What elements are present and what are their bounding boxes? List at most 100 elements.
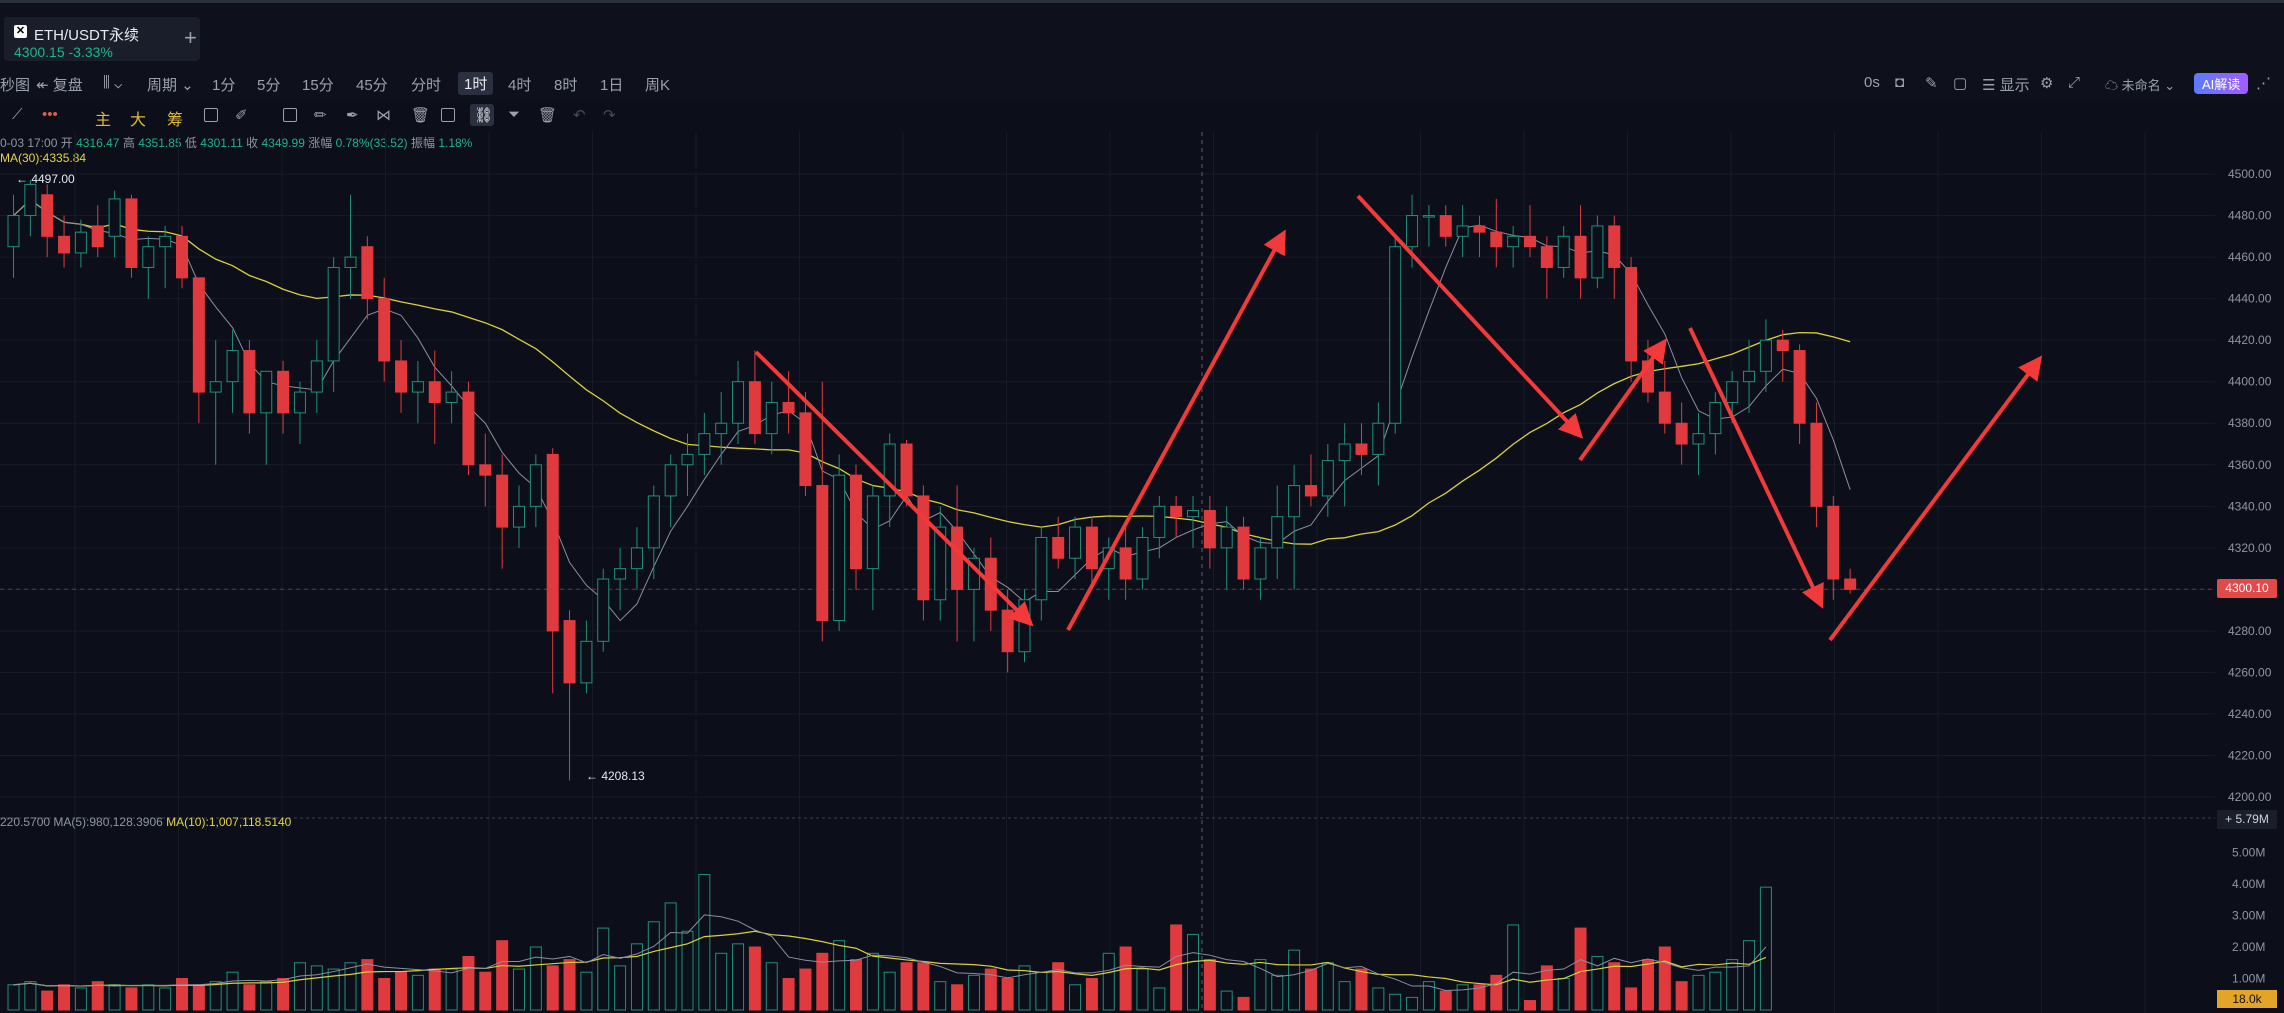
share-icon[interactable]: ⋰	[2256, 75, 2271, 92]
tab-price: 4300.15 -3.33%	[14, 44, 113, 60]
big-order-button[interactable]: 大	[130, 112, 147, 129]
ohlc-low-label: 低	[184, 136, 197, 150]
candle-body	[1018, 599, 1031, 653]
tab-price-value: 4300.15	[14, 44, 65, 60]
chart-type-icon[interactable]: ⫼ ⌄	[103, 74, 123, 91]
camera-icon[interactable]: ◘	[1895, 74, 1905, 91]
candle-body	[1507, 235, 1520, 248]
candle-body	[529, 464, 542, 507]
magnet-icon[interactable]: ⋈	[376, 107, 391, 124]
list-icon: ☰	[1982, 77, 1996, 94]
plus-icon[interactable]: +	[2225, 812, 2233, 826]
pencil-icon[interactable]: ✎	[1925, 75, 1938, 92]
ohlc-amp: 1.18%	[438, 136, 473, 150]
ai-interpret-button[interactable]: AI解读	[2194, 73, 2249, 94]
period-1h[interactable]: 1时	[458, 72, 494, 95]
chip-distribution-button[interactable]: 筹	[167, 112, 184, 129]
volume-bar	[698, 874, 711, 1011]
period-4h[interactable]: 4时	[508, 77, 532, 94]
volume-bar	[58, 984, 71, 1011]
volume-bar	[445, 968, 458, 1011]
undo-icon[interactable]: ↶	[573, 107, 586, 124]
brush-icon[interactable]: ✏	[314, 107, 327, 124]
period-timeline[interactable]: 分时	[411, 77, 442, 94]
tab-symbol: ETH/USDT永续	[34, 27, 140, 44]
indicator-icon[interactable]	[204, 108, 218, 122]
selected-tool[interactable]	[470, 104, 494, 126]
redo-icon[interactable]: ↷	[603, 107, 616, 124]
candle-body	[310, 360, 323, 393]
candles	[7, 180, 1857, 781]
candle-body	[1321, 460, 1334, 497]
line-tool-icon[interactable]: ⟋	[12, 106, 23, 123]
volume-bar	[1406, 996, 1419, 1011]
volume-bar	[361, 959, 374, 1011]
fullscreen-icon[interactable]: ⤢	[2068, 74, 2081, 91]
layout-icon[interactable]: ▢	[1953, 75, 1968, 92]
period-8h[interactable]: 8时	[554, 77, 578, 94]
volume-bar	[967, 974, 980, 1011]
volume-bar	[1237, 996, 1250, 1011]
period-5m[interactable]: 5分	[257, 77, 281, 94]
trend-arrow	[1688, 327, 1824, 609]
period-dropdown[interactable]: 周期 ⌄	[147, 77, 194, 94]
volume-bar	[1220, 990, 1233, 1011]
candle-body	[630, 547, 643, 570]
main-indicator-button[interactable]: 主	[95, 112, 112, 129]
ohlc-high-label: 高	[122, 136, 135, 150]
trash-icon[interactable]: 🗑	[411, 107, 431, 124]
second-chart-button[interactable]: 秒图	[0, 77, 31, 94]
high-marker: ← 4497.00	[16, 172, 75, 186]
volume-bar	[159, 987, 172, 1011]
copy-icon[interactable]	[283, 108, 297, 122]
filter-icon[interactable]: ⏷	[508, 106, 521, 123]
ohlc-change-label: 涨幅	[308, 136, 333, 150]
dots-menu-icon[interactable]: •••	[42, 106, 58, 123]
period-45m[interactable]: 45分	[356, 77, 388, 94]
candle-body	[108, 198, 121, 237]
edit-icon[interactable]	[441, 108, 455, 122]
candle-body	[951, 526, 964, 590]
add-tab-icon[interactable]: +	[184, 25, 197, 50]
candle-body	[1591, 225, 1604, 279]
price-tick: 4480.00	[2228, 209, 2272, 223]
volume-bar	[479, 971, 492, 1011]
candle-body	[1557, 235, 1570, 268]
volume-bar	[411, 974, 424, 1011]
volume-bar	[277, 978, 290, 1011]
layout-name-dropdown[interactable]: ☁ 未命名 ⌄	[2105, 78, 2176, 93]
settings-gear-icon[interactable]: ⚙	[2040, 75, 2054, 92]
candle-body	[1422, 215, 1435, 218]
volume-bar	[782, 978, 795, 1011]
candle-body	[260, 370, 273, 414]
volume-bar	[226, 971, 239, 1011]
candle-body	[176, 235, 188, 279]
period-1d[interactable]: 1日	[600, 77, 624, 94]
volume-bar	[833, 940, 846, 1011]
candle-body	[159, 235, 172, 248]
candle-body	[1675, 422, 1688, 445]
volume-bar	[614, 965, 627, 1011]
price-axis-bg	[2215, 132, 2284, 1013]
period-weekly[interactable]: 周K	[645, 77, 671, 94]
candle-body	[1759, 339, 1772, 372]
candle-body	[243, 350, 256, 414]
volume-bar	[1456, 984, 1469, 1011]
volume-bar	[1439, 990, 1452, 1011]
symbol-tab[interactable]: ✕ ETH/USDT永续 4300.15 -3.33%	[4, 17, 200, 61]
candle-body	[344, 256, 357, 268]
ruler-icon[interactable]: ✐	[235, 107, 248, 124]
pen-icon[interactable]: ✒	[346, 107, 359, 124]
candle-body	[664, 464, 677, 497]
price-tick: 4420.00	[2228, 333, 2272, 347]
delete-icon[interactable]: 🗑	[538, 107, 558, 124]
display-button[interactable]: ☰ 显示	[1982, 74, 2030, 95]
period-15m[interactable]: 15分	[302, 77, 334, 94]
volume-bottom-tag: 18.0k	[2217, 990, 2277, 1008]
volume-bar	[951, 984, 964, 1011]
period-1m[interactable]: 1分	[212, 77, 236, 94]
volume-bar	[715, 952, 728, 1011]
candle-body	[597, 578, 610, 642]
replay-button[interactable]: ↞ 复盘	[36, 74, 83, 95]
